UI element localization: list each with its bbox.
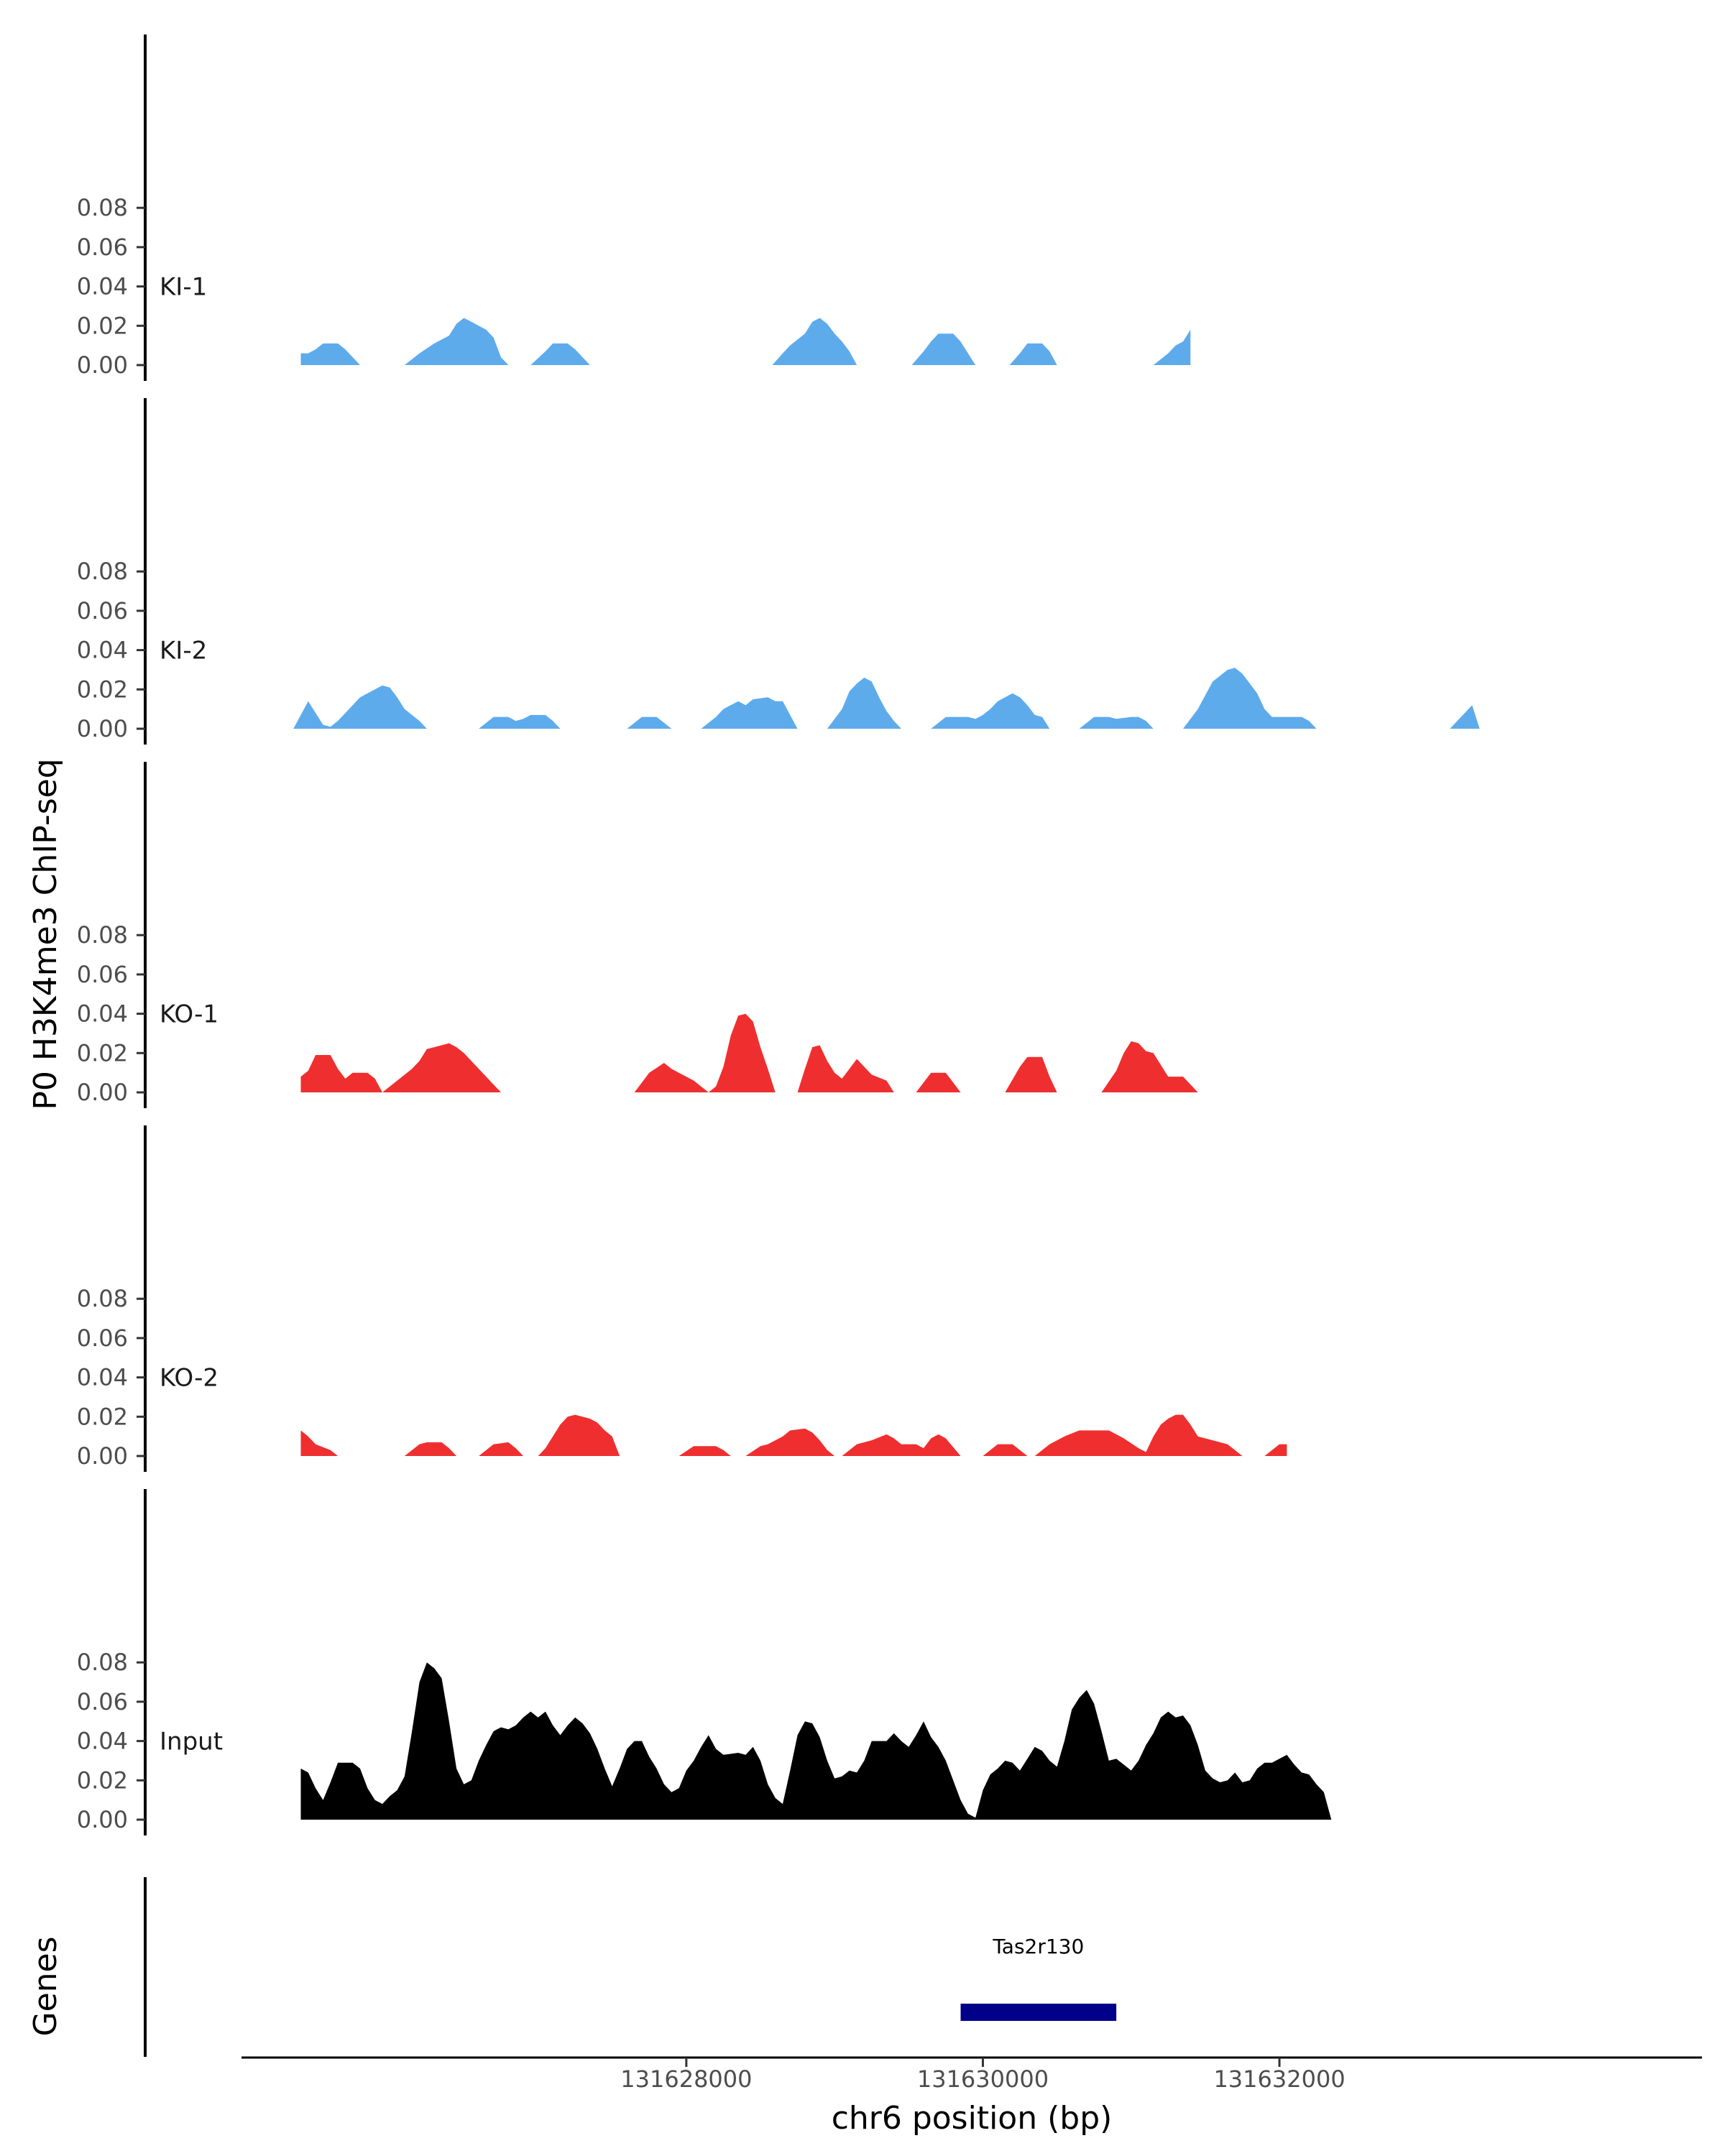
track-label: KI-1 bbox=[160, 273, 207, 302]
track-input: 0.00 0.02 0.04 0.06 0.08 Input bbox=[77, 1489, 1332, 1835]
signal-area-ko-2 bbox=[300, 1414, 1287, 1456]
x-axis: 131628000 131630000 131632000 chr6 positio… bbox=[242, 2056, 1702, 2137]
signal-area-ki-2 bbox=[293, 668, 1480, 729]
genes-y-title: Genes bbox=[27, 1936, 64, 2036]
y-tick-label: 0.08 bbox=[77, 1285, 128, 1312]
y-tick-label: 0.02 bbox=[77, 1403, 128, 1430]
y-axis-title: P0 H3K4me3 ChIP-seq bbox=[27, 758, 64, 1110]
x-axis-title: chr6 position (bp) bbox=[832, 2100, 1113, 2137]
genes-panel: Genes Tas2r130 bbox=[27, 1877, 1117, 2057]
gene-label: Tas2r130 bbox=[992, 1935, 1084, 1958]
track-label: KO-2 bbox=[160, 1364, 218, 1393]
y-tick-label: 0.06 bbox=[77, 234, 128, 261]
x-tick-label: 131632000 bbox=[1213, 2065, 1345, 2093]
gene-body bbox=[960, 2004, 1117, 2021]
y-tick-label: 0.06 bbox=[77, 1325, 128, 1352]
x-ticks: 131628000 131630000 131632000 bbox=[620, 2058, 1346, 2093]
y-tick-label: 0.04 bbox=[77, 273, 128, 300]
y-tick-label: 0.06 bbox=[77, 597, 128, 625]
y-tick-label: 0.06 bbox=[77, 1688, 128, 1715]
y-tick-label: 0.00 bbox=[77, 715, 128, 742]
track-ko-2: 0.00 0.02 0.04 0.06 0.08 KO-2 bbox=[77, 1125, 1287, 1472]
track-label: KO-1 bbox=[160, 1000, 218, 1029]
y-tick-label: 0.08 bbox=[77, 194, 128, 221]
y-tick-label: 0.04 bbox=[77, 1000, 128, 1028]
y-tick-label: 0.00 bbox=[77, 1442, 128, 1470]
track-ko-1: 0.00 0.02 0.04 0.06 0.08 KO-1 bbox=[77, 762, 1198, 1108]
tracks-layer: 0.00 0.02 0.04 0.06 0.08 KI-1 0.00 0.02 0.04 0.06… bbox=[77, 34, 1480, 1835]
y-tick-label: 0.00 bbox=[77, 1806, 128, 1833]
x-tick-label: 131628000 bbox=[620, 2065, 752, 2093]
y-tick-label: 0.02 bbox=[77, 676, 128, 703]
y-tick-label: 0.08 bbox=[77, 921, 128, 949]
track-label: KI-2 bbox=[160, 637, 207, 665]
y-tick-label: 0.00 bbox=[77, 351, 128, 379]
y-tick-label: 0.02 bbox=[77, 1039, 128, 1067]
y-tick-label: 0.00 bbox=[77, 1079, 128, 1106]
y-tick-label: 0.08 bbox=[77, 1649, 128, 1676]
track-label: Input bbox=[160, 1728, 223, 1756]
signal-area-ki-1 bbox=[300, 318, 1191, 365]
y-tick-label: 0.02 bbox=[77, 1766, 128, 1794]
track-ki-1: 0.00 0.02 0.04 0.06 0.08 KI-1 bbox=[77, 34, 1191, 381]
y-tick-label: 0.02 bbox=[77, 312, 128, 339]
x-tick-label: 131630000 bbox=[917, 2065, 1049, 2093]
y-tick-label: 0.08 bbox=[77, 558, 128, 585]
y-tick-label: 0.04 bbox=[77, 637, 128, 664]
signal-area-ko-1 bbox=[300, 1013, 1198, 1092]
y-tick-label: 0.06 bbox=[77, 961, 128, 988]
y-tick-label: 0.04 bbox=[77, 1364, 128, 1391]
genes-layer: Tas2r130 bbox=[960, 1935, 1117, 2021]
y-tick-label: 0.04 bbox=[77, 1728, 128, 1755]
track-ki-2: 0.00 0.02 0.04 0.06 0.08 KI-2 bbox=[77, 398, 1480, 745]
signal-area-input bbox=[300, 1662, 1332, 1820]
